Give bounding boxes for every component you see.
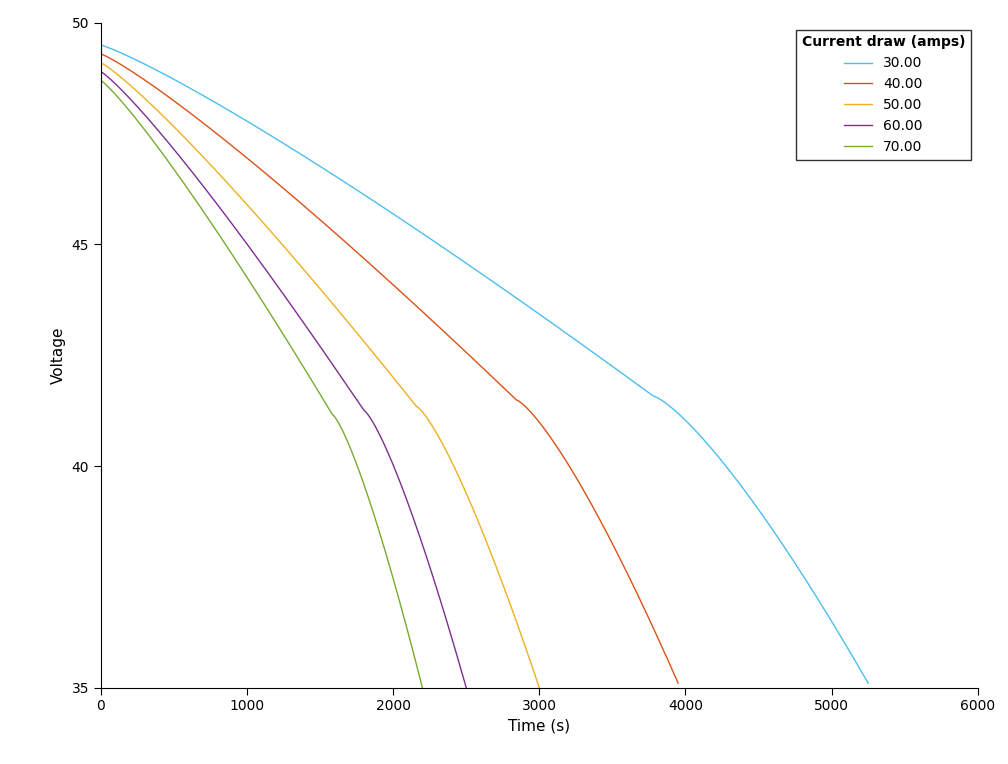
50.00 — [396, 384, 408, 393]
Y-axis label: Voltage: Voltage — [51, 326, 66, 384]
40.00 — [555, 449, 568, 458]
70.00 — [346, 446, 358, 455]
40.00 — [672, 678, 684, 688]
40.00 — [545, 433, 557, 442]
40.00 — [491, 377, 503, 387]
60.00 — [346, 388, 358, 397]
Line: 70.00: 70.00 — [101, 80, 422, 688]
70.00 — [95, 76, 107, 85]
30.00 — [694, 430, 706, 439]
60.00 — [380, 443, 392, 452]
50.00 — [445, 455, 457, 465]
30.00 — [95, 40, 107, 50]
30.00 — [622, 373, 634, 382]
50.00 — [272, 235, 284, 244]
50.00 — [533, 683, 545, 692]
70.00 — [316, 392, 328, 401]
40.00 — [153, 86, 165, 96]
60.00 — [386, 458, 398, 468]
50.00 — [288, 254, 300, 263]
70.00 — [225, 248, 237, 257]
60.00 — [95, 67, 107, 76]
70.00 — [351, 461, 363, 471]
30.00 — [173, 78, 185, 87]
40.00 — [95, 50, 107, 59]
70.00 — [128, 112, 140, 121]
Line: 40.00: 40.00 — [101, 54, 678, 683]
70.00 — [237, 266, 249, 275]
30.00 — [405, 222, 417, 231]
40.00 — [349, 246, 361, 255]
50.00 — [436, 439, 449, 448]
Line: 60.00: 60.00 — [101, 72, 466, 688]
60.00 — [256, 260, 268, 269]
Legend: 30.00, 40.00, 50.00, 60.00, 70.00: 30.00, 40.00, 50.00, 60.00, 70.00 — [796, 30, 971, 160]
50.00 — [139, 95, 151, 104]
X-axis label: Time (s): Time (s) — [508, 719, 571, 734]
70.00 — [416, 683, 428, 692]
50.00 — [95, 58, 107, 67]
60.00 — [243, 241, 255, 251]
Line: 50.00: 50.00 — [101, 63, 539, 688]
30.00 — [707, 445, 719, 455]
Line: 30.00: 30.00 — [101, 45, 868, 683]
60.00 — [132, 103, 144, 112]
30.00 — [862, 678, 874, 688]
60.00 — [460, 683, 472, 692]
30.00 — [432, 240, 445, 249]
40.00 — [329, 228, 341, 237]
